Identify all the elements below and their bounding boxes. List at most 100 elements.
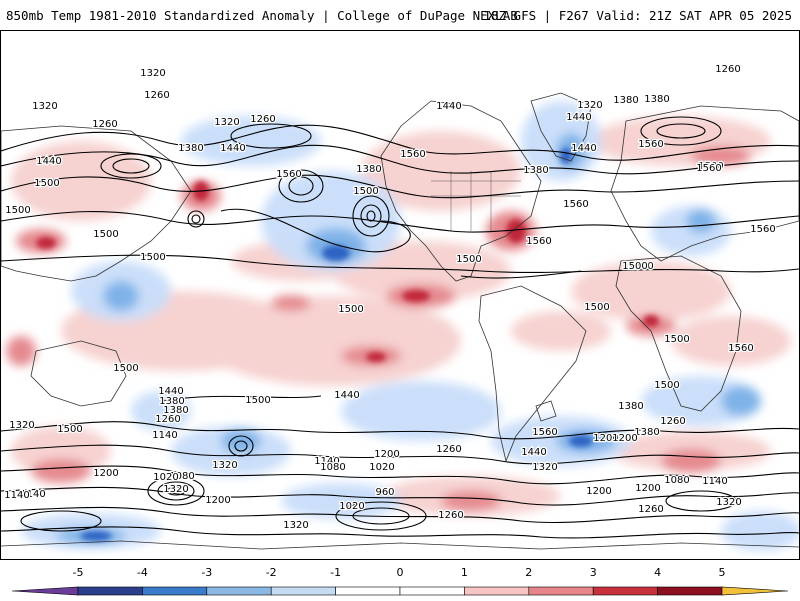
contour-label: 1440 <box>521 447 546 458</box>
colorbar-segment <box>464 586 530 596</box>
header: 850mb Temp 1981-2010 Standardized Anomal… <box>0 0 800 30</box>
contour-label: 1260 <box>438 510 463 521</box>
colorbar-tick-label: 5 <box>718 566 726 579</box>
colorbar-tick-label: 0 <box>396 566 404 579</box>
contour-label: 960 <box>375 487 394 498</box>
contour-label: 1140 <box>20 489 45 500</box>
contour-label: 1500 <box>353 186 378 197</box>
contour-label: 1260 <box>436 444 461 455</box>
colorbar-segment <box>270 586 336 596</box>
contour-label: 1500 <box>456 254 481 265</box>
contour-label: 1320 <box>32 101 57 112</box>
colorbar-tick-label: -4 <box>136 566 148 579</box>
contour-label: 1200 <box>612 433 637 444</box>
contour-label: 1320 <box>163 484 188 495</box>
map-panel[interactable]: 1320 1260 1320 1260 1440 1320 1440 1260 1320 1380… <box>0 30 800 560</box>
colorbar-tick-label: -5 <box>72 566 84 579</box>
model-valid-time: 18Z GFS | F267 Valid: 21Z SAT APR 05 202… <box>483 8 792 23</box>
contour-label: 1200 <box>93 468 118 479</box>
contour-label: 1500 <box>628 261 653 272</box>
contour-label: 1260 <box>144 90 169 101</box>
contour-label: 1380 <box>634 427 659 438</box>
colorbar-segment <box>399 586 465 596</box>
colorbar-segment <box>335 586 401 596</box>
contour-label: 1260 <box>92 119 117 130</box>
contour-label: 1440 <box>36 156 61 167</box>
contour-label: 1500 <box>622 261 647 272</box>
colorbar-segment <box>657 586 723 596</box>
contour-label: 1380 <box>356 164 381 175</box>
anomaly-map[interactable]: 1320126013201260144013201440126013201380… <box>1 31 799 559</box>
contour-label: 1140 <box>702 476 727 487</box>
height-contours <box>1 116 799 539</box>
contour-label: 1200 <box>635 483 660 494</box>
contour-label: 1200 <box>205 495 230 506</box>
contour-label: 1440 <box>158 386 183 397</box>
colorbar-tick-label: 1 <box>460 566 468 579</box>
contour-label: 1500 <box>140 252 165 263</box>
contour-label: 1080 <box>664 475 689 486</box>
colorbar-segment <box>77 586 143 596</box>
contour-label: 1260 <box>155 414 180 425</box>
colorbar-max-extend <box>721 586 789 596</box>
contour-label: 1320 <box>212 460 237 471</box>
contour-label: 1380 <box>159 396 184 407</box>
contour-label: 1440 <box>566 112 591 123</box>
colorbar-tick-label: -3 <box>201 566 213 579</box>
colorbar-scale <box>11 586 789 596</box>
contour-label: 1140 <box>4 490 29 501</box>
contour-label: 1560 <box>563 199 588 210</box>
contour-labels: 1320126013201260144013201440126013201380… <box>3 63 777 533</box>
contour-label: 1140 <box>152 430 177 441</box>
colorbar-segment <box>142 586 208 596</box>
colorbar-segment <box>206 586 272 596</box>
contour-label: 1020 <box>339 501 364 512</box>
colorbar-tick-label: 4 <box>654 566 662 579</box>
map-title: 850mb Temp 1981-2010 Standardized Anomal… <box>6 8 518 23</box>
colorbar-tick-label: 3 <box>589 566 597 579</box>
contour-label: 1380 <box>644 94 669 105</box>
contour-label: 1500 <box>664 334 689 345</box>
colorbar-tick-label: -2 <box>265 566 277 579</box>
contour-label: 1560 <box>728 343 753 354</box>
contour-label: 1380 <box>618 400 643 411</box>
contour-label: 1560 <box>400 149 425 160</box>
contour-label: 1020 <box>369 462 394 473</box>
contour-label: 1140 <box>314 456 339 467</box>
contour-label: 1320 <box>9 420 34 431</box>
contour-label: 1560 <box>638 139 663 150</box>
contour-label: 1560 <box>696 163 721 174</box>
contour-label: 1500 <box>93 229 118 240</box>
contour-label: 1500 <box>5 205 30 216</box>
contour-label: 1560 <box>276 169 301 180</box>
contour-label: 1260 <box>715 64 740 75</box>
colorbar-min-extend <box>11 586 79 596</box>
contour-label: 1440 <box>220 143 245 154</box>
anomaly-shading <box>6 101 799 551</box>
contour-label: 1560 <box>750 224 775 235</box>
contour-label: 1380 <box>178 143 203 154</box>
contour-label: 1440 <box>334 390 359 401</box>
contour-label: 1320 <box>532 462 557 473</box>
contour-label: 1560 <box>526 236 551 247</box>
anomaly-extremes <box>36 148 659 541</box>
contour-label: 1260 <box>638 504 663 515</box>
contour-label: 1380 <box>613 95 638 106</box>
contour-label: 1200 <box>374 449 399 460</box>
contour-label: 1260 <box>250 114 275 125</box>
contour-label: 1320 <box>214 117 239 128</box>
contour-label: 1560 <box>532 427 557 438</box>
contour-label: 1320 <box>283 520 308 531</box>
contour-label: 1320 <box>716 497 741 508</box>
contour-label: 1080 <box>320 462 345 473</box>
contour-label: 1020 <box>153 472 178 483</box>
colorbar-tick-label: 2 <box>525 566 533 579</box>
contour-label: 1320 <box>577 100 602 111</box>
contour-label: 1380 <box>523 165 548 176</box>
contour-label: 1500 <box>245 395 270 406</box>
colorbar-tick-label: -1 <box>330 566 342 579</box>
contour-label: 1440 <box>571 143 596 154</box>
contour-label: 1500 <box>57 424 82 435</box>
contour-label: 1500 <box>34 178 59 189</box>
contour-label: 1500 <box>338 304 363 315</box>
